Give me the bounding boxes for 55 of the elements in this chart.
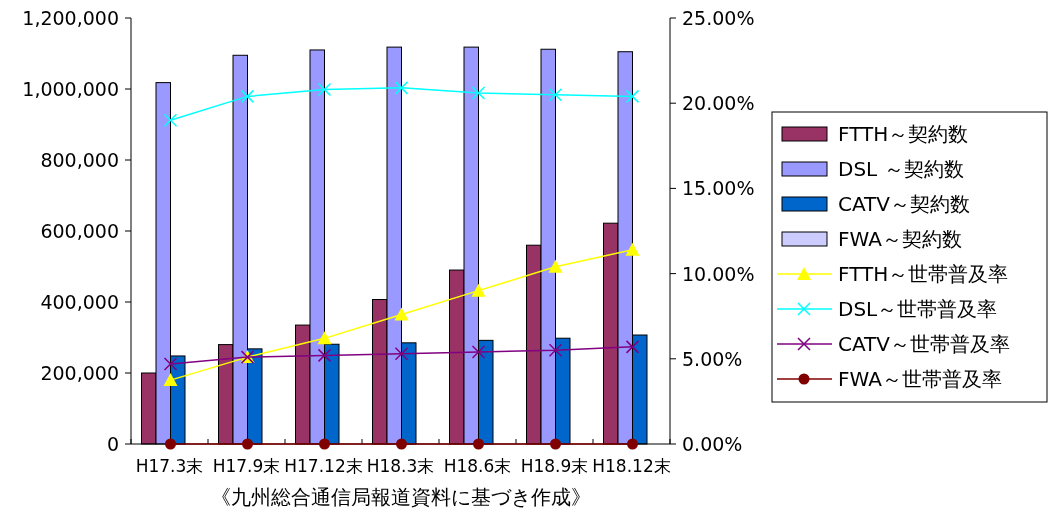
y-tick-label: 1,200,000 — [22, 7, 119, 29]
y-tick-label: 0 — [106, 433, 119, 455]
legend-label: DSL ～契約数 — [838, 157, 964, 181]
y-tick-label: 1,000,000 — [22, 78, 119, 100]
point — [548, 259, 563, 273]
point — [394, 346, 409, 361]
x-tick-label: H18.9末 — [520, 456, 589, 476]
point — [471, 345, 486, 359]
point — [548, 343, 563, 358]
point — [317, 331, 332, 345]
point — [163, 113, 178, 127]
y2-tick-label: 20.00% — [682, 92, 755, 115]
point — [473, 438, 484, 450]
point — [163, 357, 178, 371]
point — [394, 307, 409, 321]
point — [625, 89, 640, 104]
point — [471, 283, 486, 297]
y2-tick-label: 25.00% — [682, 7, 755, 29]
x-tick-label: H17.9末 — [212, 456, 281, 476]
point — [471, 86, 486, 100]
point — [625, 242, 640, 256]
y2-tick-label: 10.00% — [682, 262, 755, 285]
point — [394, 81, 409, 95]
y-tick-label: 600,000 — [40, 220, 119, 242]
legend-label: DSL～世帯普及率 — [838, 297, 998, 321]
y2-tick-label: 15.00% — [682, 177, 755, 200]
legend-label: FTTH～世帯普及率 — [838, 262, 1009, 286]
point — [396, 438, 407, 450]
legend-label: CATV～契約数 — [838, 192, 970, 216]
x-tick-label: H18.3末 — [366, 456, 435, 476]
x-tick-label: H17.12末 — [284, 456, 363, 476]
point — [550, 438, 561, 450]
y2-tick-label: 5.00% — [682, 347, 743, 370]
x-tick-label: H17.3末 — [135, 456, 204, 476]
point — [317, 82, 332, 97]
legend-label: FWA～世帯普及率 — [838, 367, 1002, 391]
point — [242, 438, 253, 450]
y-tick-label: 800,000 — [40, 149, 119, 171]
point — [163, 373, 178, 387]
x-tick-label: H18.12末 — [592, 456, 671, 476]
point — [319, 438, 330, 450]
x-tick-label: H18.6末 — [443, 456, 512, 476]
legend-label: FWA～契約数 — [838, 227, 962, 251]
point — [317, 348, 332, 363]
point — [627, 438, 638, 450]
y2-tick-label: 0.00% — [682, 433, 743, 455]
text: 《九州総合通信局報道資料に基づき作成》 — [210, 485, 591, 509]
point — [548, 87, 563, 102]
y-tick-label: 200,000 — [40, 362, 119, 384]
point — [625, 340, 640, 354]
y-tick-label: 400,000 — [40, 291, 119, 313]
legend-label: CATV～世帯普及率 — [838, 332, 1010, 356]
point — [240, 89, 255, 104]
point — [165, 438, 176, 450]
legend-label: FTTH～契約数 — [838, 122, 969, 146]
